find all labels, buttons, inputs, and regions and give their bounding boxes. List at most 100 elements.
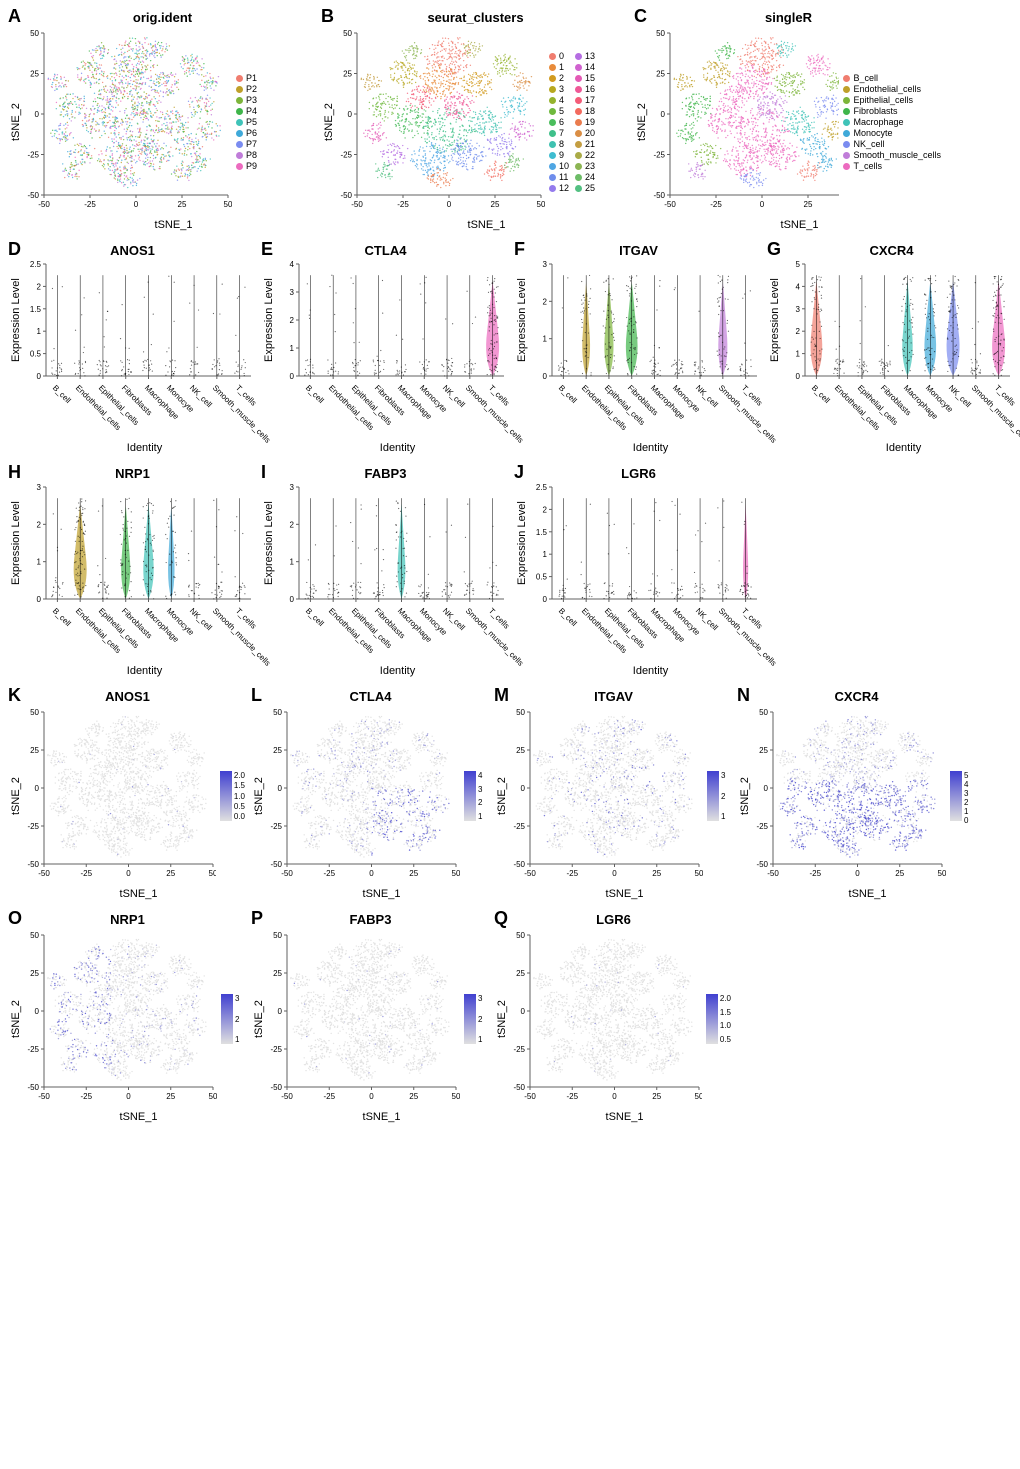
x-axis-label: tSNE_1: [761, 888, 974, 900]
panel-title: ITGAV: [496, 689, 731, 704]
svg-text:25: 25: [343, 70, 352, 79]
legend-item: P7: [236, 139, 257, 149]
legend-item: P8: [236, 150, 257, 160]
legend-item: 11: [549, 172, 569, 182]
legend-item: 1: [549, 62, 569, 72]
svg-text:-50: -50: [664, 200, 676, 209]
x-tick-label: Epithelial_cells: [603, 383, 647, 427]
legend-item: T_cells: [843, 161, 941, 171]
svg-text:0: 0: [447, 200, 452, 209]
x-axis-label: tSNE_1: [32, 888, 245, 900]
y-axis-label: Expression Level: [263, 483, 275, 603]
legend-item: P6: [236, 128, 257, 138]
legend-item: 7: [549, 128, 569, 138]
panel-title: ANOS1: [10, 689, 245, 704]
panel-letter: L: [251, 685, 262, 706]
svg-text:-25: -25: [84, 200, 96, 209]
panel-letter: N: [737, 685, 750, 706]
feature-plot: -50-2502550-50-2502550: [508, 706, 703, 886]
legend-item: B_cell: [843, 73, 941, 83]
panel-title: CXCR4: [769, 243, 1014, 258]
legend-item: 12: [549, 183, 569, 193]
svg-text:25: 25: [804, 200, 813, 209]
legend-item: 15: [575, 73, 595, 83]
x-axis-label: tSNE_1: [518, 1111, 731, 1123]
violin-plot: 01234: [275, 260, 508, 380]
svg-text:50: 50: [537, 200, 545, 209]
feature-plot: -50-2502550-50-2502550: [265, 929, 460, 1109]
x-axis-label: tSNE_1: [275, 888, 488, 900]
violin-plot: 00.511.522.5: [22, 260, 255, 380]
panel-title: LGR6: [516, 466, 761, 481]
svg-text:-50: -50: [27, 191, 39, 200]
legend-item: P4: [236, 106, 257, 116]
x-tick-label: B_cell: [557, 606, 579, 628]
feature-panel-P: PFABP3tSNE_2-50-2502550-50-2502550321tSN…: [253, 912, 488, 1123]
svg-text:25: 25: [30, 70, 39, 79]
y-axis-label: tSNE_2: [496, 706, 508, 886]
legend: B_cellEndothelial_cellsEpithelial_cellsF…: [839, 27, 941, 217]
legend-item: P3: [236, 95, 257, 105]
legend-item: P1: [236, 73, 257, 83]
svg-text:-25: -25: [340, 151, 352, 160]
svg-text:-25: -25: [27, 151, 39, 160]
legend-item: 19: [575, 117, 595, 127]
svg-text:-50: -50: [351, 200, 363, 209]
panel-letter: E: [261, 239, 273, 260]
feature-panel-Q: QLGR6tSNE_2-50-2502550-50-25025502.01.51…: [496, 912, 731, 1123]
y-axis-label: tSNE_2: [636, 27, 648, 217]
svg-text:0: 0: [134, 200, 139, 209]
x-axis-label: tSNE_1: [32, 219, 315, 231]
feature-plot: -50-2502550-50-2502550: [22, 706, 216, 886]
y-axis-label: tSNE_2: [10, 27, 22, 217]
tsne-plot: -50-2502550-50-2502550: [648, 27, 839, 217]
x-tick-label: B_cell: [304, 383, 326, 405]
violin-panel-E: ECTLA4Expression Level01234B_cellEndothe…: [263, 243, 508, 454]
violin-plot: 0123: [275, 483, 508, 603]
svg-text:50: 50: [30, 29, 39, 38]
tsne-plot: -50-2502550-50-2502550: [22, 27, 232, 217]
x-tick-label: Epithelial_cells: [97, 606, 141, 650]
x-tick-label: B_cell: [304, 606, 326, 628]
legend-item: 18: [575, 106, 595, 116]
y-axis-label: tSNE_2: [253, 706, 265, 886]
tsne-panel-C: CsingleRtSNE_2-50-2502550-50-2502550B_ce…: [636, 10, 941, 231]
panel-title: CXCR4: [739, 689, 974, 704]
violin-plot: 0123: [22, 483, 255, 603]
legend-item: 3: [549, 84, 569, 94]
legend-item: 9: [549, 150, 569, 160]
legend-item: 16: [575, 84, 595, 94]
x-axis-label: Identity: [34, 442, 255, 454]
legend-item: 10: [549, 161, 569, 171]
x-axis-label: tSNE_1: [518, 888, 731, 900]
tsne-plot: -50-2502550-50-2502550: [335, 27, 545, 217]
violin-panel-I: IFABP3Expression Level0123B_cellEndothel…: [263, 466, 508, 677]
panel-letter: Q: [494, 908, 508, 929]
violin-panel-D: DANOS1Expression Level00.511.522.5B_cell…: [10, 243, 255, 454]
feature-plot: -50-2502550-50-2502550: [508, 929, 702, 1109]
colorbar: 2.01.51.00.5: [702, 929, 731, 1109]
svg-text:25: 25: [178, 200, 187, 209]
violin-plot: 0123: [528, 260, 761, 380]
x-tick-label: B_cell: [51, 383, 73, 405]
panel-title: FABP3: [263, 466, 508, 481]
legend-item: Monocyte: [843, 128, 941, 138]
panel-letter: O: [8, 908, 22, 929]
svg-text:50: 50: [656, 29, 665, 38]
panel-title: NRP1: [10, 912, 245, 927]
panel-letter: C: [634, 6, 647, 27]
panel-title: CTLA4: [253, 689, 488, 704]
panel-letter: J: [514, 462, 524, 483]
panel-title: NRP1: [10, 466, 255, 481]
panel-letter: P: [251, 908, 263, 929]
legend-item: P5: [236, 117, 257, 127]
svg-text:25: 25: [656, 70, 665, 79]
violin-panel-J: JLGR6Expression Level00.511.522.5B_cellE…: [516, 466, 761, 677]
panel-title: orig.ident: [10, 10, 315, 25]
tsne-panel-B: Bseurat_clusterstSNE_2-50-2502550-50-250…: [323, 10, 628, 231]
y-axis-label: tSNE_2: [253, 929, 265, 1109]
legend-item: Fibroblasts: [843, 106, 941, 116]
svg-text:0: 0: [760, 200, 765, 209]
x-tick-label: Epithelial_cells: [350, 606, 394, 650]
x-tick-label: B_cell: [51, 606, 73, 628]
